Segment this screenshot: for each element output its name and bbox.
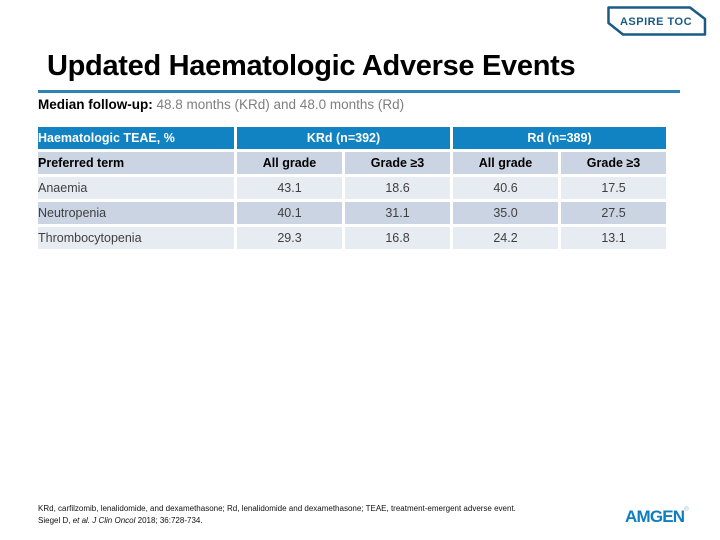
table-corner-header: Haematologic TEAE, %: [38, 127, 234, 149]
cell-value: 40.6: [453, 177, 558, 199]
subtitle-label: Median follow-up:: [38, 97, 153, 112]
abbreviations-line: KRd, carfilzomib, lenalidomide, and dexa…: [38, 504, 516, 513]
subheader-rd-all-grade: All grade: [453, 152, 558, 174]
table-row-neutropenia: Neutropenia 40.1 31.1 35.0 27.5: [38, 202, 666, 224]
cell-value: 27.5: [561, 202, 666, 224]
subheader-krd-all-grade: All grade: [237, 152, 342, 174]
row-label: Neutropenia: [38, 202, 234, 224]
cell-value: 40.1: [237, 202, 342, 224]
cell-value: 18.6: [345, 177, 450, 199]
citation-suffix: 2018; 36:728-734.: [135, 516, 203, 525]
aspire-toc-button-shape: ASPIRE TOC: [607, 6, 707, 36]
citation-prefix: Siegel D,: [38, 516, 73, 525]
title-divider: [38, 90, 680, 93]
amgen-logo-text: AMGEN: [625, 507, 685, 526]
slide-title: Updated Haematologic Adverse Events: [47, 50, 576, 82]
subheader-krd-grade3: Grade ≥3: [345, 152, 450, 174]
citation-italic: et al. J Clin Oncol: [72, 516, 136, 525]
subheader-rd-grade3: Grade ≥3: [561, 152, 666, 174]
cell-value: 35.0: [453, 202, 558, 224]
citation-line: Siegel D, et al. J Clin Oncol 2018; 36:7…: [38, 515, 598, 527]
subtitle: Median follow-up: 48.8 months (KRd) and …: [38, 97, 404, 112]
table-row-anaemia: Anaemia 43.1 18.6 40.6 17.5: [38, 177, 666, 199]
registered-mark: ®: [684, 507, 688, 513]
adverse-events-table: Haematologic TEAE, % KRd (n=392) Rd (n=3…: [35, 124, 669, 252]
aspire-toc-label: ASPIRE TOC: [620, 16, 692, 28]
table-group-header-row: Haematologic TEAE, % KRd (n=392) Rd (n=3…: [38, 127, 666, 149]
cell-value: 13.1: [561, 227, 666, 249]
subtitle-value: 48.8 months (KRd) and 48.0 months (Rd): [152, 97, 405, 112]
cell-value: 16.8: [345, 227, 450, 249]
aspire-toc-button[interactable]: ASPIRE TOC: [606, 6, 707, 36]
group-header-krd: KRd (n=392): [237, 127, 450, 149]
cell-value: 17.5: [561, 177, 666, 199]
row-label: Thrombocytopenia: [38, 227, 234, 249]
footnote: KRd, carfilzomib, lenalidomide, and dexa…: [38, 503, 598, 527]
cell-value: 24.2: [453, 227, 558, 249]
cell-value: 31.1: [345, 202, 450, 224]
table-subheader-row: Preferred term All grade Grade ≥3 All gr…: [38, 152, 666, 174]
cell-value: 43.1: [237, 177, 342, 199]
table-row-thrombocytopenia: Thrombocytopenia 29.3 16.8 24.2 13.1: [38, 227, 666, 249]
cell-value: 29.3: [237, 227, 342, 249]
group-header-rd: Rd (n=389): [453, 127, 666, 149]
row-label: Anaemia: [38, 177, 234, 199]
amgen-logo: AMGEN®: [625, 507, 689, 527]
subheader-preferred-term: Preferred term: [38, 152, 234, 174]
